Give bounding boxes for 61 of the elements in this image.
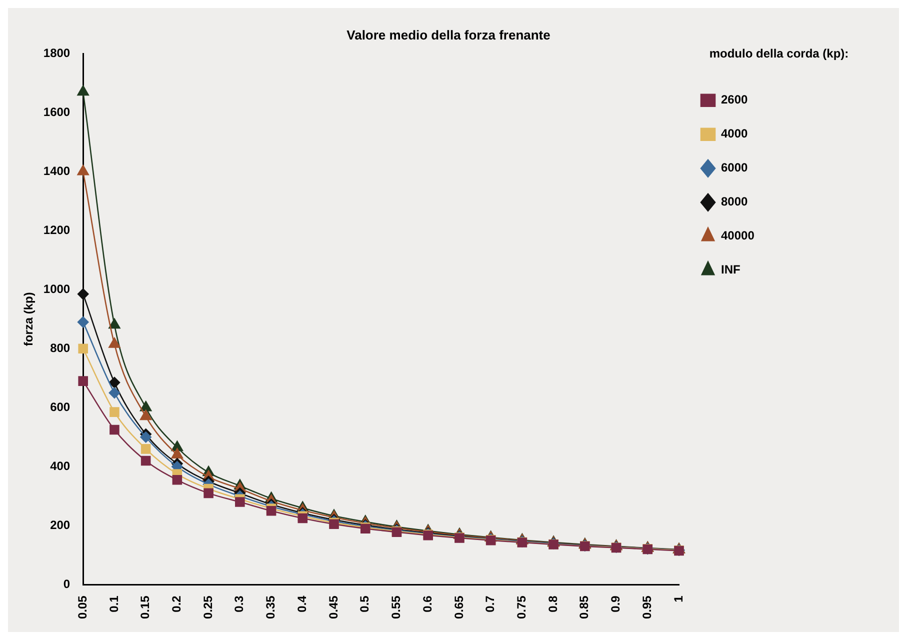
x-tick-label: 0.15 bbox=[138, 595, 152, 620]
point bbox=[140, 444, 151, 454]
y-tick-label: 400 bbox=[50, 458, 70, 473]
y-tick-label: 600 bbox=[50, 400, 70, 414]
y-tick-label: 800 bbox=[50, 340, 70, 355]
legend-label: 40000 bbox=[721, 228, 755, 243]
point bbox=[140, 410, 152, 420]
point bbox=[108, 387, 120, 399]
x-tick-label: 1 bbox=[671, 595, 686, 602]
y-tick-label: 0 bbox=[63, 576, 70, 591]
x-tick-label: 0.95 bbox=[640, 595, 654, 620]
x-tick-label: 0.7 bbox=[483, 595, 498, 612]
point bbox=[172, 475, 182, 485]
x-tick-label: 0.9 bbox=[608, 595, 623, 612]
point bbox=[204, 488, 214, 498]
legend-label: INF bbox=[721, 262, 740, 277]
x-tick-label: 0.05 bbox=[75, 595, 90, 620]
point bbox=[108, 338, 120, 348]
point bbox=[171, 448, 184, 458]
x-tick-label: 0.4 bbox=[294, 595, 309, 612]
y-axis-title: forza (kp) bbox=[22, 292, 36, 346]
x-tick-label: 0.35 bbox=[264, 595, 278, 620]
point bbox=[140, 400, 152, 412]
x-tick-label: 0.85 bbox=[577, 595, 592, 620]
x-tick-label: 0.6 bbox=[420, 595, 434, 612]
point bbox=[140, 456, 151, 466]
legend-label: 6000 bbox=[721, 160, 748, 175]
x-tick-label: 0.5 bbox=[358, 595, 372, 612]
x-tick-label: 0.25 bbox=[200, 595, 215, 620]
x-tick-label: 0.3 bbox=[232, 595, 246, 612]
y-tick-label: 1600 bbox=[43, 104, 70, 119]
point bbox=[77, 164, 89, 176]
x-tick-label: 0.2 bbox=[170, 595, 184, 612]
legend-title: modulo della corda (kp): bbox=[709, 46, 849, 60]
y-tick-label: 1200 bbox=[43, 222, 70, 237]
point bbox=[78, 376, 88, 386]
y-tick-label: 200 bbox=[50, 518, 70, 532]
x-tick-label: 0.75 bbox=[514, 595, 528, 620]
point bbox=[266, 506, 276, 516]
point bbox=[77, 288, 89, 300]
x-tick-label: 0.45 bbox=[326, 595, 340, 620]
point bbox=[77, 85, 89, 96]
y-tick-label: 1400 bbox=[43, 164, 70, 178]
chart-title: Valore medio della forza frenante bbox=[346, 27, 550, 42]
x-tick-label: 0.1 bbox=[106, 595, 121, 612]
point bbox=[235, 497, 245, 507]
point bbox=[108, 376, 120, 388]
point bbox=[140, 431, 152, 443]
point bbox=[108, 318, 120, 329]
x-tick-label: 0.65 bbox=[452, 595, 466, 620]
legend-label: 8000 bbox=[721, 194, 748, 209]
y-tick-label: 1800 bbox=[43, 46, 70, 60]
point bbox=[110, 407, 120, 417]
x-tick-label: 0.55 bbox=[389, 595, 404, 620]
point bbox=[110, 424, 120, 435]
legend-label: 2600 bbox=[721, 92, 748, 107]
legend-label: 4000 bbox=[721, 126, 748, 141]
point bbox=[78, 344, 88, 354]
point bbox=[77, 316, 89, 328]
y-tick-label: 1000 bbox=[43, 282, 70, 296]
x-tick-label: 0.8 bbox=[546, 595, 560, 612]
